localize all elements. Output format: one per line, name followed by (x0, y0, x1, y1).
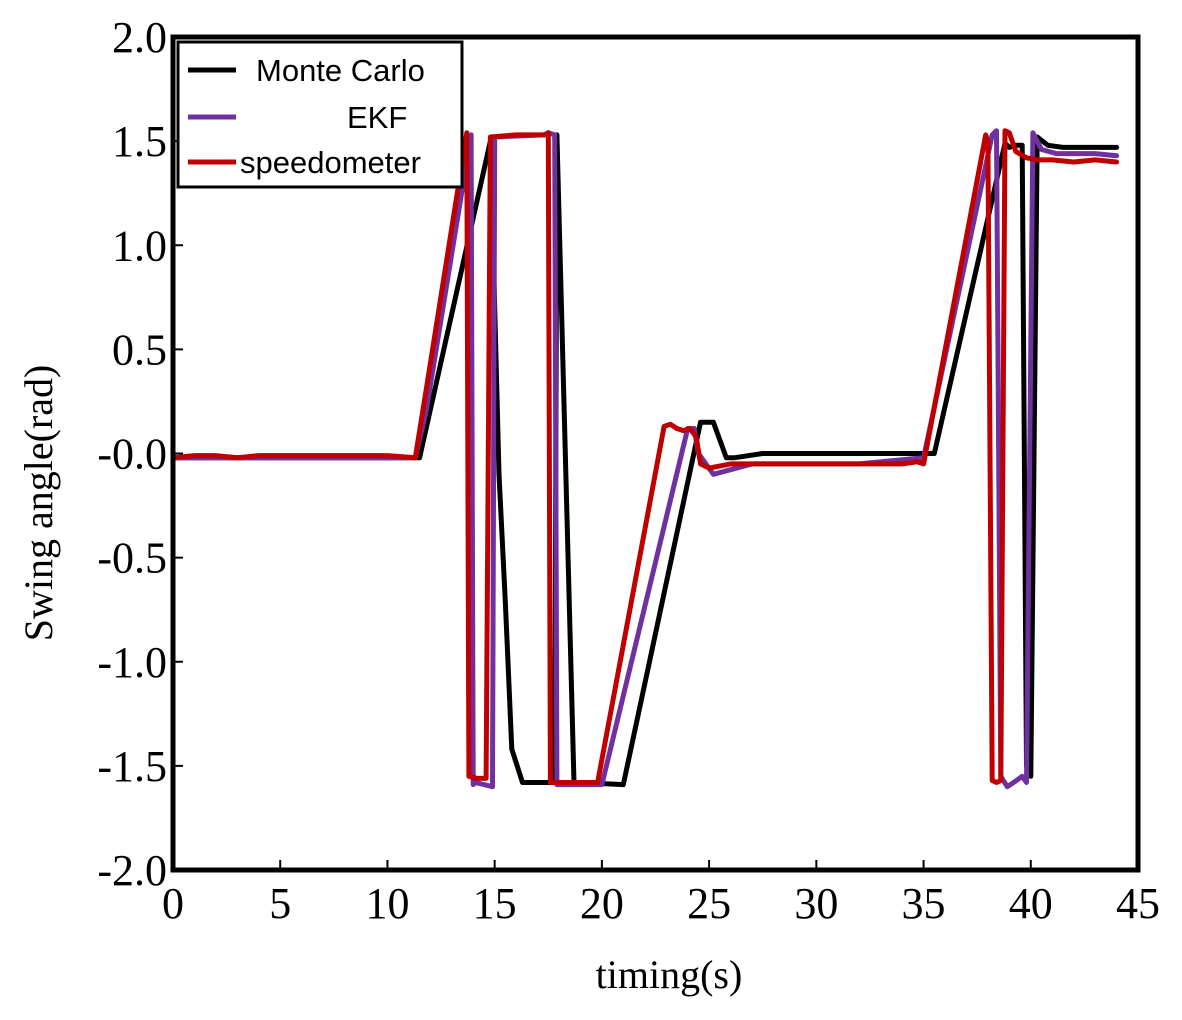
y-tick-label: 1.0 (112, 221, 167, 270)
x-tick-label: 5 (269, 879, 291, 928)
x-tick-label: 10 (365, 879, 409, 928)
y-tick-label: 1.5 (112, 117, 167, 166)
y-tick-label: -0.5 (97, 534, 167, 583)
x-axis-label: timing(s) (596, 952, 743, 997)
legend-label-2: speedometer (240, 145, 421, 180)
series-layer (170, 128, 1120, 790)
y-axis-label: Swing angle(rad) (16, 365, 61, 642)
legend-label-0: Monte Carlo (256, 53, 425, 88)
x-axis: 0 5 10 15 20 25 30 35 40 45 (162, 860, 1160, 928)
legend: Monte Carlo EKF speedometer (176, 40, 464, 189)
legend-label-1: EKF (347, 100, 407, 135)
x-tick-label: 30 (794, 879, 838, 928)
y-tick-label: -0.0 (97, 430, 167, 479)
x-tick-label: 35 (902, 879, 946, 928)
x-tick-label: 0 (162, 879, 184, 928)
y-tick-label: -2.0 (97, 846, 167, 895)
x-tick-label: 20 (580, 879, 624, 928)
x-tick-label: 45 (1116, 879, 1160, 928)
y-axis: 2.0 1.5 1.0 0.5 -0.0 -0.5 -1.0 -1.5 -2.0 (97, 13, 183, 895)
y-tick-label: 0.5 (112, 325, 167, 374)
x-tick-label: 40 (1009, 879, 1053, 928)
y-tick-label: -1.5 (97, 742, 167, 791)
y-tick-label: -1.0 (97, 638, 167, 687)
y-tick-label: 2.0 (112, 13, 167, 62)
x-tick-label: 15 (473, 879, 517, 928)
x-tick-label: 25 (687, 879, 731, 928)
series-line-2 (170, 128, 1120, 785)
